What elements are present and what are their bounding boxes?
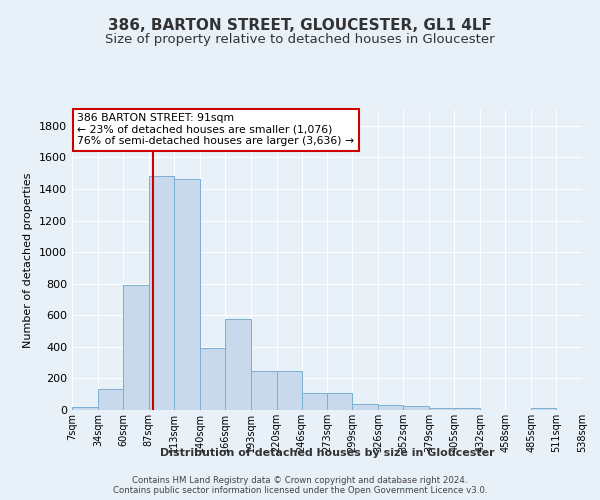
Bar (454, 408, 480, 410)
Bar (251, 372, 277, 410)
Bar (531, 408, 556, 410)
Bar (302, 392, 328, 410)
Text: 386, BARTON STREET, GLOUCESTER, GL1 4LF: 386, BARTON STREET, GLOUCESTER, GL1 4LF (108, 18, 492, 32)
Text: Contains public sector information licensed under the Open Government Licence v3: Contains public sector information licen… (113, 486, 487, 495)
Bar (328, 392, 352, 410)
Bar (123, 286, 149, 410)
Text: Size of property relative to detached houses in Gloucester: Size of property relative to detached ho… (105, 34, 495, 46)
Bar (98, 390, 123, 410)
Bar (72, 407, 98, 410)
Bar (149, 176, 174, 410)
Bar (429, 408, 454, 410)
Bar (277, 372, 302, 410)
Y-axis label: Number of detached properties: Number of detached properties (23, 172, 34, 348)
Bar (379, 406, 403, 410)
Text: Contains HM Land Registry data © Crown copyright and database right 2024.: Contains HM Land Registry data © Crown c… (132, 476, 468, 485)
Bar (200, 348, 225, 410)
Bar (174, 180, 200, 410)
Bar (403, 406, 429, 410)
Bar (225, 319, 251, 410)
Text: Distribution of detached houses by size in Gloucester: Distribution of detached houses by size … (160, 448, 494, 458)
Text: 386 BARTON STREET: 91sqm
← 23% of detached houses are smaller (1,076)
76% of sem: 386 BARTON STREET: 91sqm ← 23% of detach… (77, 113, 354, 146)
Bar (352, 404, 379, 410)
